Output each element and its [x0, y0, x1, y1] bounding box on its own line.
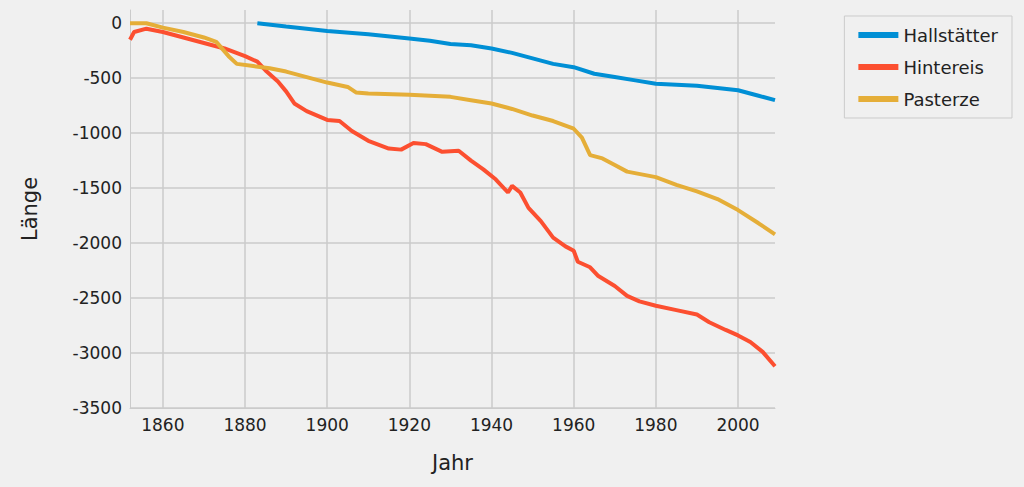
- svg-text:0: 0: [111, 13, 122, 33]
- svg-text:Hintereis: Hintereis: [903, 57, 984, 78]
- svg-text:Pasterze: Pasterze: [903, 89, 980, 110]
- svg-text:Jahr: Jahr: [430, 451, 473, 475]
- svg-text:2000: 2000: [716, 415, 759, 435]
- svg-text:-500: -500: [83, 68, 122, 88]
- svg-text:1860: 1860: [141, 415, 184, 435]
- svg-text:Hallstätter: Hallstätter: [903, 25, 998, 46]
- svg-text:-1500: -1500: [73, 178, 122, 198]
- svg-text:1940: 1940: [470, 415, 513, 435]
- svg-text:-1000: -1000: [73, 123, 122, 143]
- svg-text:1900: 1900: [306, 415, 349, 435]
- svg-text:Länge: Länge: [18, 177, 42, 241]
- svg-text:1880: 1880: [223, 415, 266, 435]
- svg-text:-3000: -3000: [73, 343, 122, 363]
- svg-text:1920: 1920: [388, 415, 431, 435]
- svg-text:1980: 1980: [634, 415, 677, 435]
- svg-text:-3500: -3500: [73, 398, 122, 418]
- svg-text:1960: 1960: [552, 415, 595, 435]
- svg-text:-2500: -2500: [73, 288, 122, 308]
- svg-text:-2000: -2000: [73, 233, 122, 253]
